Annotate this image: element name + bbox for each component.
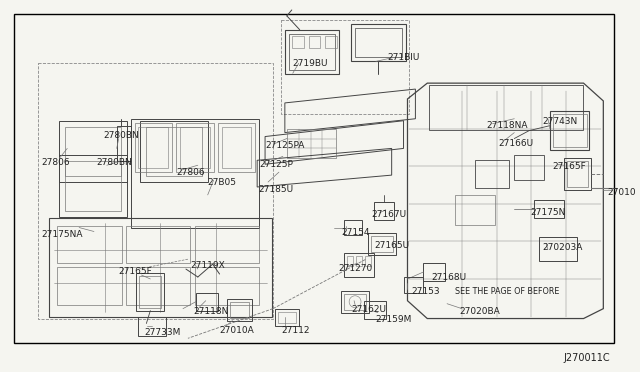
Bar [374, 202, 394, 219]
Text: 27010A: 27010A [220, 327, 254, 336]
Text: 27119X: 27119X [190, 261, 225, 270]
Bar [147, 126, 202, 176]
Text: 27733M: 27733M [145, 328, 180, 337]
Bar [60, 155, 127, 217]
Text: 27175NA: 27175NA [42, 230, 83, 238]
Bar [539, 237, 577, 261]
Bar [230, 302, 249, 318]
Bar [475, 160, 509, 188]
Bar [341, 291, 369, 312]
Text: 27118N: 27118N [194, 307, 229, 316]
Bar [364, 301, 386, 318]
Bar [195, 225, 259, 263]
Bar [423, 263, 445, 281]
Bar [550, 111, 589, 150]
Text: 2780BN: 2780BN [96, 158, 132, 167]
Bar [136, 273, 164, 311]
Bar [278, 312, 296, 324]
Text: 271270: 271270 [339, 264, 372, 273]
Text: 27118NA: 27118NA [486, 121, 528, 130]
Bar [134, 123, 172, 172]
Text: 27175N: 27175N [530, 208, 566, 217]
Text: 27154: 27154 [341, 228, 370, 237]
Bar [116, 126, 131, 161]
Text: 2719BU: 2719BU [292, 60, 328, 68]
Text: 27153: 27153 [412, 287, 440, 296]
Bar [289, 34, 335, 70]
Text: 27020BA: 27020BA [459, 307, 500, 316]
Bar [196, 293, 218, 311]
Bar [355, 28, 401, 57]
Bar [281, 20, 410, 114]
Bar [221, 126, 252, 168]
Text: 2780BN: 2780BN [104, 131, 140, 140]
Bar [344, 253, 374, 277]
Bar [49, 218, 272, 317]
Bar [351, 24, 406, 61]
Text: SEE THE PAGE OF BEFORE: SEE THE PAGE OF BEFORE [455, 287, 559, 296]
Text: 27165F: 27165F [552, 162, 586, 171]
Bar [58, 267, 122, 305]
Text: 270203A: 270203A [542, 243, 582, 252]
Bar [344, 294, 366, 310]
Bar [14, 14, 614, 343]
Text: 27165F: 27165F [118, 267, 152, 276]
Bar [455, 195, 495, 225]
Bar [138, 126, 168, 168]
Bar [287, 129, 336, 158]
Bar [564, 158, 591, 190]
Text: 27168U: 27168U [431, 273, 467, 282]
Bar [292, 36, 303, 48]
Bar [553, 114, 586, 147]
Bar [404, 277, 423, 293]
Bar [176, 123, 214, 172]
Bar [65, 126, 121, 176]
Text: 27806: 27806 [42, 158, 70, 167]
Bar [227, 299, 252, 321]
Bar [515, 155, 544, 180]
Bar [138, 317, 166, 336]
Bar [140, 276, 161, 308]
Bar [344, 219, 362, 235]
Text: 27010: 27010 [607, 188, 636, 197]
Bar [38, 63, 273, 318]
Bar [195, 267, 259, 305]
Bar [125, 267, 190, 305]
Text: 27806: 27806 [176, 168, 205, 177]
Bar [180, 126, 210, 168]
Bar [275, 309, 299, 327]
Text: 27125PA: 27125PA [265, 141, 305, 150]
Text: 271BIU: 271BIU [388, 54, 420, 62]
Text: 27125P: 27125P [259, 160, 293, 169]
Bar [325, 36, 337, 48]
Text: 27167U: 27167U [371, 210, 406, 219]
Text: J270011C: J270011C [564, 353, 611, 363]
Text: 27743N: 27743N [542, 117, 577, 126]
Bar [131, 119, 259, 228]
Text: 27162U: 27162U [351, 305, 386, 314]
Bar [534, 200, 564, 218]
Bar [368, 234, 396, 255]
Text: 27165U: 27165U [374, 241, 409, 250]
Bar [60, 121, 127, 182]
Bar [218, 123, 255, 172]
Bar [347, 256, 353, 266]
Bar [58, 225, 122, 263]
Text: 27185U: 27185U [258, 185, 293, 194]
Bar [65, 161, 121, 211]
Bar [356, 256, 362, 266]
Text: 27B05: 27B05 [208, 178, 237, 187]
Bar [567, 161, 589, 187]
Bar [125, 225, 190, 263]
Text: 27159M: 27159M [376, 315, 412, 324]
Text: 27112: 27112 [281, 327, 309, 336]
Bar [308, 36, 321, 48]
Text: 27166U: 27166U [499, 138, 534, 148]
Bar [371, 237, 393, 252]
Bar [365, 256, 371, 266]
Bar [429, 85, 582, 129]
Bar [285, 30, 339, 74]
Bar [140, 121, 208, 182]
